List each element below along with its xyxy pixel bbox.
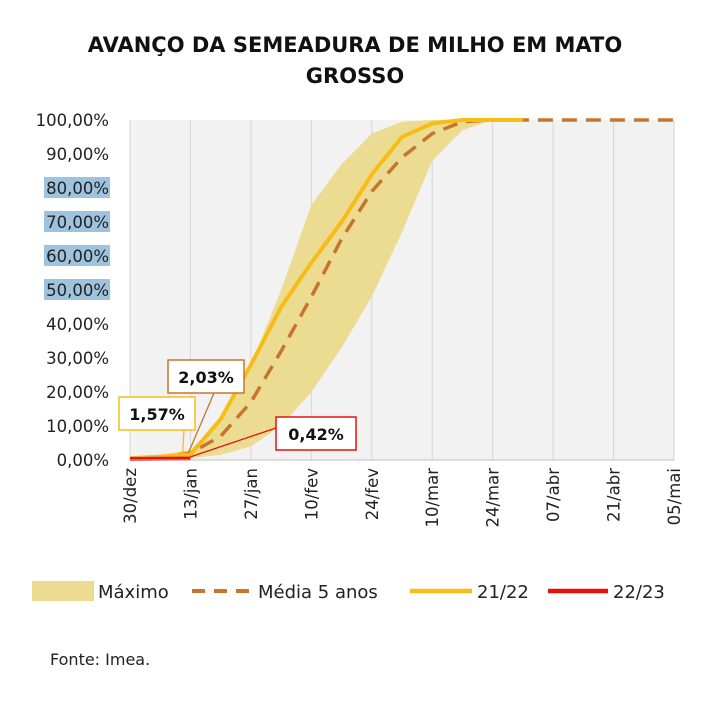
y-tick-label: 50,00% (46, 281, 109, 300)
y-tick-label: 0,00% (57, 451, 109, 470)
y-tick-highlight (44, 245, 110, 266)
callouts: 1,57% 2,03% 0,42% (118, 359, 357, 458)
callout-leader (190, 427, 277, 458)
x-tick-labels: 30/dez 13/jan 27/jan 10/fev 24/fev 10/mar 24/m… (121, 468, 684, 528)
range-band-maximo (130, 120, 493, 460)
series-line-m-dia-5-anos (129, 118, 679, 461)
y-tick-label: 30,00% (46, 349, 109, 368)
x-tick-label: 10/mar (423, 468, 442, 528)
y-tick-label: 80,00% (46, 179, 109, 198)
y-tick-highlight (44, 177, 110, 198)
legend-label-2223: 22/23 (613, 582, 665, 603)
callout-label: 0,42% (288, 425, 344, 444)
callout-label: 1,57% (129, 405, 185, 424)
y-tick-label: 40,00% (46, 315, 109, 334)
callout-box (118, 396, 196, 431)
series-layer (129, 118, 679, 461)
callout-leader (187, 392, 215, 454)
y-tick-label: 100,00% (36, 111, 109, 130)
x-tick-label: 21/abr (605, 468, 624, 522)
y-tick-label: 20,00% (46, 383, 109, 402)
x-tick-label: 24/mar (484, 468, 503, 528)
x-tick-label: 07/abr (544, 468, 563, 522)
x-tick-label: 13/jan (181, 468, 200, 520)
y-tick-highlight (44, 211, 110, 232)
y-tick-label: 90,00% (46, 145, 109, 164)
legend: Máximo Média 5 anos 21/22 22/23 (32, 581, 665, 603)
callout-box (167, 359, 245, 394)
y-tick-label: 60,00% (46, 247, 109, 266)
legend-label-2122: 21/22 (477, 582, 529, 603)
callout-leader (181, 429, 185, 456)
source-note: Fonte: Imea. (50, 650, 151, 669)
legend-label-media: Média 5 anos (258, 582, 378, 603)
y-tick-highlight (44, 279, 110, 300)
legend-swatch-maximo (32, 581, 94, 601)
x-tick-label: 30/dez (121, 468, 140, 524)
chart-title: AVANÇO DA SEMEADURA DE MILHO EM MATO GRO… (87, 33, 623, 88)
y-tick-label: 10,00% (46, 417, 109, 436)
range-layer (130, 120, 493, 460)
x-tick-label: 24/fev (363, 468, 382, 521)
series-line-21-22 (129, 118, 523, 461)
x-tick-label: 05/mai (665, 468, 684, 525)
x-tick-label: 10/fev (302, 468, 321, 521)
x-tick-label: 27/jan (242, 468, 261, 520)
legend-label-maximo: Máximo (98, 582, 169, 603)
y-tick-labels: 0,00% 10,00% 20,00% 30,00% 40,00% 50,00% 60,00… (36, 111, 110, 470)
callout-label: 2,03% (178, 368, 234, 387)
callout-box (275, 416, 357, 451)
y-tick-label: 70,00% (46, 213, 109, 232)
